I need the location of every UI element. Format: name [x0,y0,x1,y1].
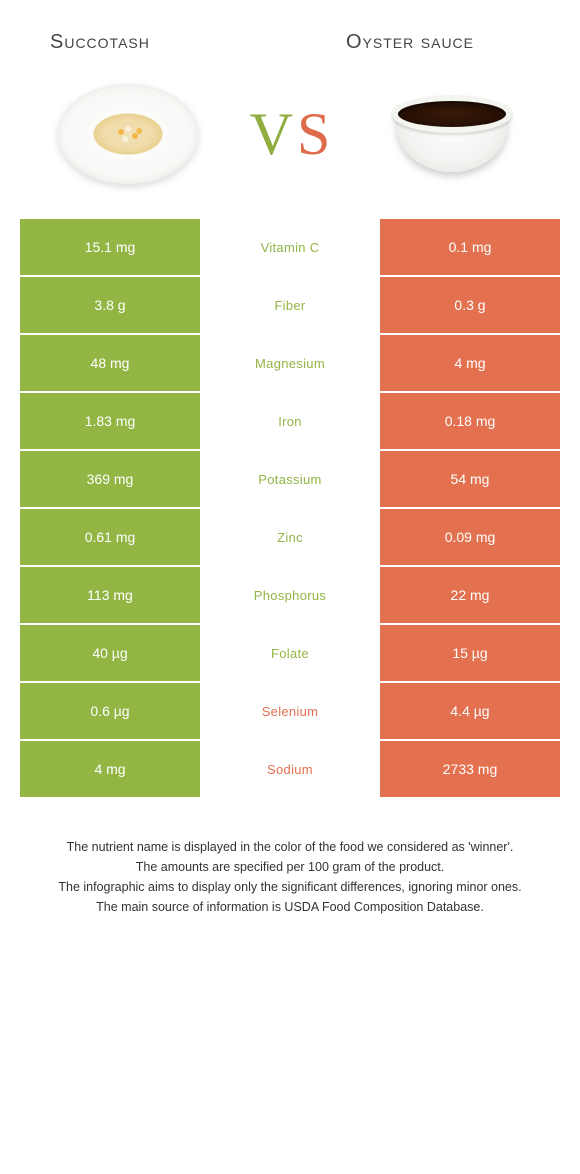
right-value-cell: 0.09 mg [380,509,560,565]
nutrient-row: 113 mgPhosphorus22 mg [20,567,560,623]
nutrient-name-cell: Iron [202,393,378,449]
left-value-cell: 4 mg [20,741,200,797]
oyster-sauce-bowl-icon [387,87,517,182]
nutrient-row: 15.1 mgVitamin C0.1 mg [20,219,560,275]
right-value-cell: 4.4 µg [380,683,560,739]
left-value-cell: 369 mg [20,451,200,507]
left-value-cell: 113 mg [20,567,200,623]
left-value-cell: 0.61 mg [20,509,200,565]
nutrient-row: 4 mgSodium2733 mg [20,741,560,797]
left-value-cell: 0.6 µg [20,683,200,739]
right-value-cell: 4 mg [380,335,560,391]
footnotes: The nutrient name is displayed in the co… [30,837,550,917]
right-value-cell: 54 mg [380,451,560,507]
footnote-line: The main source of information is USDA F… [30,897,550,917]
nutrient-name-cell: Potassium [202,451,378,507]
left-food-title: Succotash [40,30,290,54]
vs-label: VS [250,100,331,169]
right-food-title: Oyster sauce [290,30,540,54]
nutrient-name-cell: Phosphorus [202,567,378,623]
nutrient-name-cell: Sodium [202,741,378,797]
footnote-line: The nutrient name is displayed in the co… [30,837,550,857]
succotash-plate-icon [58,84,198,184]
nutrient-name-cell: Zinc [202,509,378,565]
right-food-image [377,74,527,194]
nutrient-row: 1.83 mgIron0.18 mg [20,393,560,449]
hero-row: VS [0,64,580,219]
right-value-cell: 0.1 mg [380,219,560,275]
nutrient-row: 40 µgFolate15 µg [20,625,560,681]
comparison-infographic: Succotash Oyster sauce VS 15.1 mgVitamin… [0,0,580,917]
nutrient-table: 15.1 mgVitamin C0.1 mg3.8 gFiber0.3 g48 … [20,219,560,797]
right-value-cell: 0.18 mg [380,393,560,449]
left-food-image [53,74,203,194]
nutrient-row: 48 mgMagnesium4 mg [20,335,560,391]
right-value-cell: 2733 mg [380,741,560,797]
left-value-cell: 15.1 mg [20,219,200,275]
nutrient-name-cell: Selenium [202,683,378,739]
vs-letter-v: V [250,100,293,169]
nutrient-name-cell: Folate [202,625,378,681]
right-value-cell: 22 mg [380,567,560,623]
vs-letter-s: S [297,100,330,169]
nutrient-name-cell: Magnesium [202,335,378,391]
nutrient-row: 369 mgPotassium54 mg [20,451,560,507]
header: Succotash Oyster sauce [0,0,580,64]
footnote-line: The infographic aims to display only the… [30,877,550,897]
nutrient-row: 3.8 gFiber0.3 g [20,277,560,333]
nutrient-row: 0.6 µgSelenium4.4 µg [20,683,560,739]
nutrient-row: 0.61 mgZinc0.09 mg [20,509,560,565]
left-value-cell: 40 µg [20,625,200,681]
nutrient-name-cell: Fiber [202,277,378,333]
left-value-cell: 3.8 g [20,277,200,333]
footnote-line: The amounts are specified per 100 gram o… [30,857,550,877]
right-value-cell: 15 µg [380,625,560,681]
left-value-cell: 1.83 mg [20,393,200,449]
right-value-cell: 0.3 g [380,277,560,333]
nutrient-name-cell: Vitamin C [202,219,378,275]
left-value-cell: 48 mg [20,335,200,391]
